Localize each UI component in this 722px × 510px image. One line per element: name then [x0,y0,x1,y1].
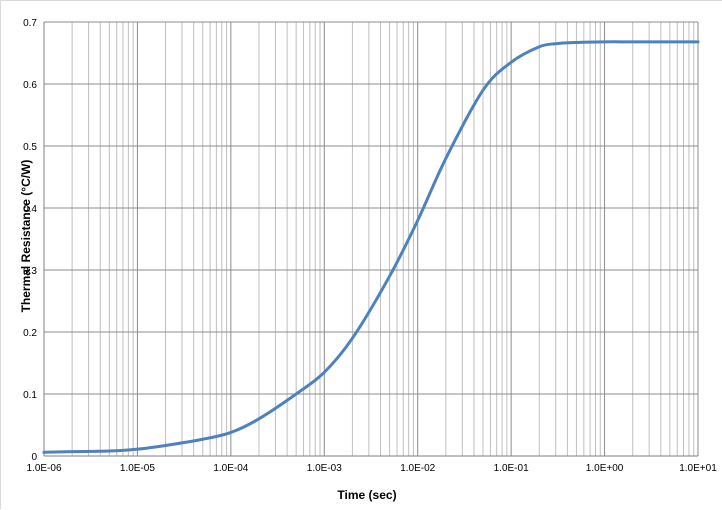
y-tick-label: 0.3 [23,266,37,277]
x-axis-title: Time (sec) [337,488,396,502]
x-tick-label: 1.0E+00 [586,463,624,474]
y-tick-label: 0 [31,452,37,463]
x-tick-label: 1.0E-04 [213,463,248,474]
y-tick-label: 0.6 [23,80,37,91]
y-tick-label: 0.7 [23,18,37,29]
y-tick-label: 0.2 [23,328,37,339]
y-tick-label: 0.5 [23,142,37,153]
axis-layer [43,22,698,457]
x-tick-label: 1.0E-01 [494,463,529,474]
y-tick-label: 0.4 [23,204,37,215]
x-tick-label: 1.0E+01 [679,463,717,474]
x-tick-label: 1.0E-03 [307,463,342,474]
grid-layer [43,21,699,457]
series-line [42,40,700,454]
x-tick-label: 1.0E-06 [26,463,61,474]
series-layer [42,40,700,454]
x-tick-label: 1.0E-05 [120,463,155,474]
y-tick-label: 0.1 [23,390,37,401]
label-layer: 0 0.1 0.2 0.3 0.4 0.5 0.6 0.7 1.0E-06 1.0E-05 1.0E… [23,18,717,474]
y-axis-title: Thermal Resistance (°C/W) [19,160,33,313]
x-tick-label: 1.0E-02 [400,463,435,474]
